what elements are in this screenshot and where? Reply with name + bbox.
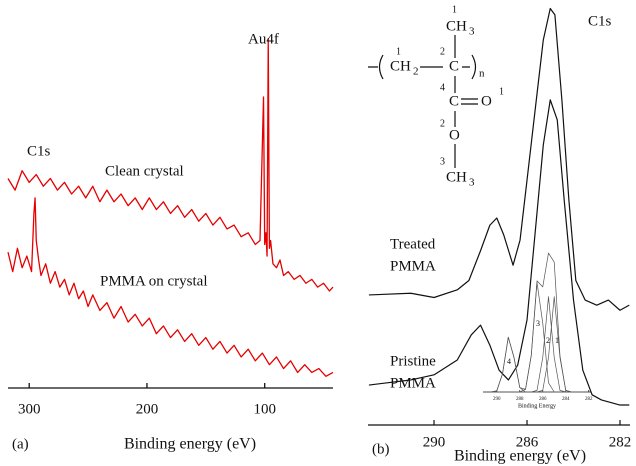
x-tick-label: 282 [585,397,593,402]
spectrum-line [490,336,583,393]
x-tick-label: 200 [136,401,159,417]
locant: 1 [499,86,504,97]
annotation: Au4f [248,31,279,47]
x-tick-label: 290 [493,397,501,402]
locant: 3 [440,156,445,167]
atom: O [481,93,492,109]
atom: CH [446,169,467,185]
x-axis-label: Binding energy (eV) [454,448,586,465]
spectrum-line [490,252,583,393]
annotation: PMMA [390,258,436,274]
annotation: Pristine [390,353,436,369]
annotation: Clean crystal [105,163,184,179]
locant: 2 [440,46,445,57]
panel-label: (b) [372,441,390,457]
spectrum-line [368,7,630,311]
x-tick-label: 290 [423,434,446,450]
subscript: n [479,68,485,80]
annotation: 3 [536,319,540,328]
atom: C [449,93,459,109]
panel-label: (a) [12,436,29,452]
annotation: C1s [588,13,612,29]
atom: CH [390,58,411,74]
subscript: 3 [469,177,475,189]
subscript: 3 [469,26,475,38]
atom: O [449,127,460,143]
atom: CH [446,18,467,34]
structure: 1 CH 3 1 CH 2 2 C n 4 C O 1 2 O 3 CH 3 [368,4,504,189]
x-axis-label: Binding energy (eV) [124,436,256,453]
annotation: 4 [507,357,511,366]
x-axis-label: Binding Energy [518,403,556,409]
x-tick-label: 286 [539,397,547,402]
subscript: 2 [413,66,419,78]
spectrum-line [491,296,583,393]
locant: 1 [452,4,457,15]
annotation: PMMA [390,375,436,391]
spectrum-line [7,38,334,292]
x-tick-label: 288 [516,397,524,402]
locant: 4 [440,82,445,93]
spectrum-line [491,296,583,393]
x-tick-label: 100 [253,401,276,417]
annotation: C1s [27,143,51,159]
locant: 1 [396,46,401,57]
spectrum-line [368,99,630,406]
locant: 2 [440,118,445,129]
x-tick-label: 300 [18,401,41,417]
spectrum-line [7,197,334,378]
x-tick-label: 282 [609,434,632,450]
annotation: PMMA on crystal [100,273,208,289]
annotation: Treated [390,236,436,252]
bond [368,35,478,168]
x-tick-label: 286 [516,434,539,450]
annotation: 2 [546,336,550,345]
atom: C [449,58,459,74]
x-tick-label: 284 [562,397,570,402]
annotation: 1 [555,336,559,345]
